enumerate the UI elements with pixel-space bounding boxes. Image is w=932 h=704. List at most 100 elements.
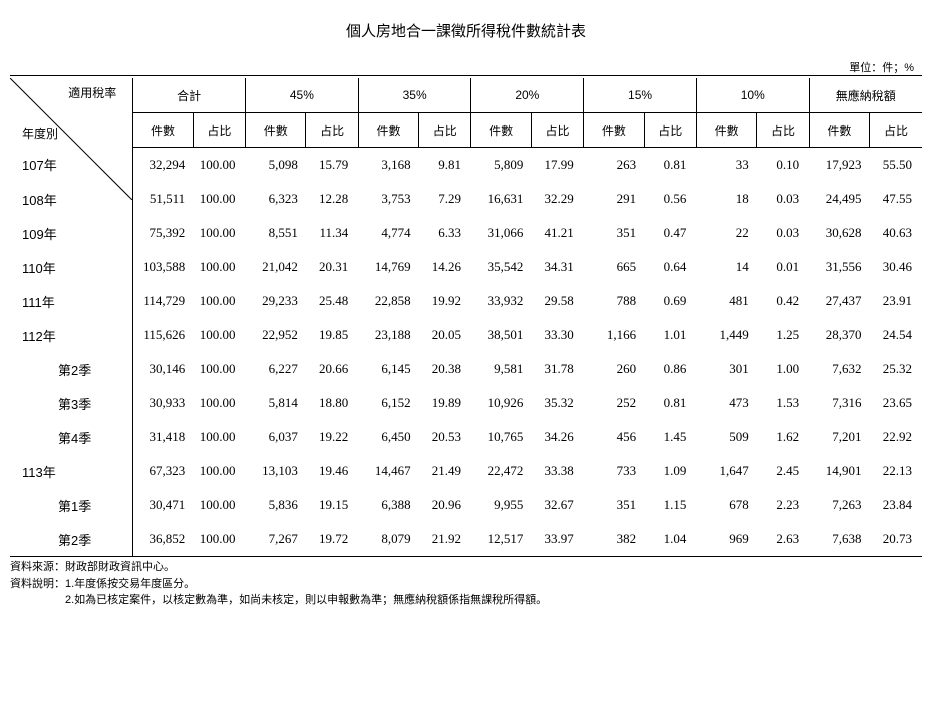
cell-count: 33 xyxy=(696,148,756,183)
cell-count: 27,437 xyxy=(809,284,869,318)
cell-count: 678 xyxy=(696,488,756,522)
row-label: 111年 xyxy=(10,284,133,318)
row-label: 第2季 xyxy=(10,522,133,557)
cell-pct: 33.97 xyxy=(531,522,583,557)
cell-pct: 20.96 xyxy=(419,488,471,522)
table-row: 110年103,588100.0021,04220.3114,76914.263… xyxy=(10,250,922,284)
cell-pct: 23.84 xyxy=(870,488,922,522)
cell-pct: 19.92 xyxy=(419,284,471,318)
cell-pct: 21.92 xyxy=(419,522,471,557)
cell-pct: 0.47 xyxy=(644,216,696,250)
cell-count: 9,955 xyxy=(471,488,531,522)
stats-table: 適用稅率 年度別 合計 45% 35% 20% 15% 10% 無應納稅額 件數… xyxy=(10,78,922,557)
cell-count: 38,501 xyxy=(471,318,531,352)
cell-count: 22 xyxy=(696,216,756,250)
cell-count: 3,168 xyxy=(358,148,418,183)
cell-pct: 0.01 xyxy=(757,250,809,284)
cell-pct: 0.03 xyxy=(757,216,809,250)
cell-pct: 0.64 xyxy=(644,250,696,284)
cell-count: 301 xyxy=(696,352,756,386)
cell-count: 30,628 xyxy=(809,216,869,250)
table-row: 第2季30,146100.006,22720.666,14520.389,581… xyxy=(10,352,922,386)
cell-pct: 1.09 xyxy=(644,454,696,488)
diag-top-label: 適用稅率 xyxy=(68,84,116,101)
cell-pct: 20.31 xyxy=(306,250,358,284)
cell-count: 8,079 xyxy=(358,522,418,557)
cell-count: 351 xyxy=(584,488,644,522)
cell-pct: 32.67 xyxy=(531,488,583,522)
cell-pct: 20.05 xyxy=(419,318,471,352)
cell-count: 51,511 xyxy=(133,182,193,216)
cell-count: 13,103 xyxy=(246,454,306,488)
cell-count: 18 xyxy=(696,182,756,216)
cell-pct: 20.53 xyxy=(419,420,471,454)
group-header: 15% xyxy=(584,78,697,113)
group-header: 20% xyxy=(471,78,584,113)
cell-pct: 0.42 xyxy=(757,284,809,318)
sub-header-count: 件數 xyxy=(133,113,193,148)
cell-pct: 100.00 xyxy=(193,522,245,557)
cell-pct: 17.99 xyxy=(531,148,583,183)
cell-count: 6,323 xyxy=(246,182,306,216)
cell-pct: 12.28 xyxy=(306,182,358,216)
table-row: 107年32,294100.005,09815.793,1689.815,809… xyxy=(10,148,922,183)
table-row: 109年75,392100.008,55111.344,7746.3331,06… xyxy=(10,216,922,250)
cell-count: 22,858 xyxy=(358,284,418,318)
cell-pct: 100.00 xyxy=(193,386,245,420)
row-label: 109年 xyxy=(10,216,133,250)
sub-header-pct: 占比 xyxy=(644,113,696,148)
cell-pct: 19.85 xyxy=(306,318,358,352)
cell-count: 28,370 xyxy=(809,318,869,352)
page-title: 個人房地合一課徵所得稅件數統計表 xyxy=(10,20,922,41)
sub-header-count: 件數 xyxy=(246,113,306,148)
cell-pct: 2.45 xyxy=(757,454,809,488)
cell-pct: 0.10 xyxy=(757,148,809,183)
cell-count: 7,632 xyxy=(809,352,869,386)
cell-count: 788 xyxy=(584,284,644,318)
group-header: 35% xyxy=(358,78,471,113)
cell-pct: 47.55 xyxy=(870,182,922,216)
cell-count: 114,729 xyxy=(133,284,193,318)
table-row: 第1季30,471100.005,83619.156,38820.969,955… xyxy=(10,488,922,522)
cell-count: 6,037 xyxy=(246,420,306,454)
cell-count: 67,323 xyxy=(133,454,193,488)
cell-pct: 23.91 xyxy=(870,284,922,318)
group-header: 45% xyxy=(246,78,359,113)
footnote-note2: 2.如為已核定案件，以核定數為準，如尚未核定，則以申報數為準；無應納稅額係指無課… xyxy=(10,592,922,609)
cell-count: 22,472 xyxy=(471,454,531,488)
cell-count: 5,814 xyxy=(246,386,306,420)
cell-count: 21,042 xyxy=(246,250,306,284)
cell-count: 7,267 xyxy=(246,522,306,557)
cell-count: 12,517 xyxy=(471,522,531,557)
cell-pct: 34.26 xyxy=(531,420,583,454)
table-row: 108年51,511100.006,32312.283,7537.2916,63… xyxy=(10,182,922,216)
sub-header-pct: 占比 xyxy=(193,113,245,148)
cell-count: 7,201 xyxy=(809,420,869,454)
cell-pct: 100.00 xyxy=(193,488,245,522)
cell-pct: 0.03 xyxy=(757,182,809,216)
cell-count: 733 xyxy=(584,454,644,488)
sub-header-count: 件數 xyxy=(809,113,869,148)
table-row: 112年115,626100.0022,95219.8523,18820.053… xyxy=(10,318,922,352)
cell-pct: 6.33 xyxy=(419,216,471,250)
cell-count: 7,263 xyxy=(809,488,869,522)
cell-pct: 1.00 xyxy=(757,352,809,386)
cell-pct: 100.00 xyxy=(193,284,245,318)
table-row: 第2季36,852100.007,26719.728,07921.9212,51… xyxy=(10,522,922,557)
cell-pct: 19.72 xyxy=(306,522,358,557)
cell-count: 291 xyxy=(584,182,644,216)
cell-count: 31,066 xyxy=(471,216,531,250)
row-label: 第2季 xyxy=(10,352,133,386)
table-row: 113年67,323100.0013,10319.4614,46721.4922… xyxy=(10,454,922,488)
row-label: 112年 xyxy=(10,318,133,352)
cell-count: 22,952 xyxy=(246,318,306,352)
cell-pct: 1.45 xyxy=(644,420,696,454)
table-row: 第4季31,418100.006,03719.226,45020.5310,76… xyxy=(10,420,922,454)
cell-count: 6,450 xyxy=(358,420,418,454)
table-header: 適用稅率 年度別 合計 45% 35% 20% 15% 10% 無應納稅額 件數… xyxy=(10,78,922,148)
cell-pct: 35.32 xyxy=(531,386,583,420)
cell-count: 252 xyxy=(584,386,644,420)
cell-count: 260 xyxy=(584,352,644,386)
cell-pct: 32.29 xyxy=(531,182,583,216)
row-label: 第1季 xyxy=(10,488,133,522)
